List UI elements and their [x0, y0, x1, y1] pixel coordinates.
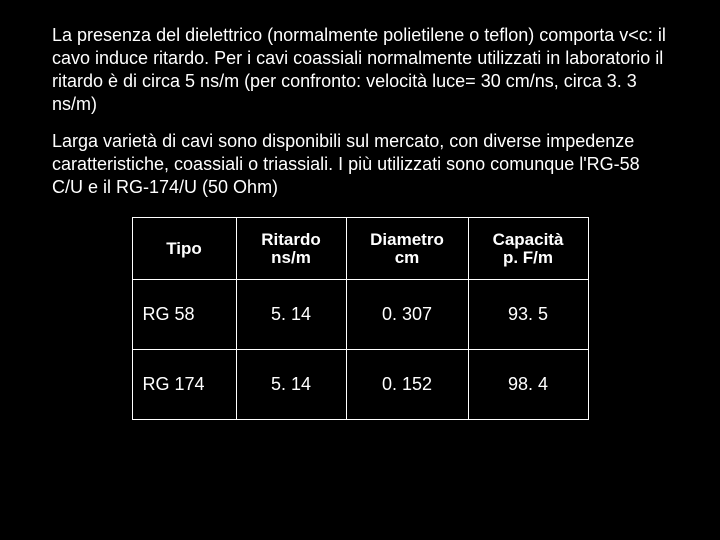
table-row: RG 58 5. 14 0. 307 93. 5: [132, 280, 588, 350]
cell-rg58-delay: 5. 14: [236, 280, 346, 350]
cell-rg58-capacitance: 93. 5: [468, 280, 588, 350]
cable-table: Tipo Ritardo ns/m Diametro cm Capacità p…: [132, 217, 589, 420]
col-header-diametro-l1: Diametro: [347, 231, 468, 249]
col-header-diametro-l2: cm: [347, 249, 468, 267]
table-row: RG 174 5. 14 0. 152 98. 4: [132, 350, 588, 420]
col-header-tipo: Tipo: [132, 218, 236, 280]
cell-rg58-diameter: 0. 307: [346, 280, 468, 350]
col-header-capacita-l2: p. F/m: [469, 249, 588, 267]
col-header-tipo-l1: Tipo: [133, 240, 236, 258]
col-header-capacita-l1: Capacità: [469, 231, 588, 249]
cell-rg174-delay: 5. 14: [236, 350, 346, 420]
cable-table-container: Tipo Ritardo ns/m Diametro cm Capacità p…: [52, 217, 668, 420]
paragraph-2: Larga varietà di cavi sono disponibili s…: [52, 130, 668, 199]
col-header-ritardo: Ritardo ns/m: [236, 218, 346, 280]
col-header-ritardo-l1: Ritardo: [237, 231, 346, 249]
col-header-ritardo-l2: ns/m: [237, 249, 346, 267]
cell-rg174-label: RG 174: [132, 350, 236, 420]
col-header-diametro: Diametro cm: [346, 218, 468, 280]
cell-rg58-label: RG 58: [132, 280, 236, 350]
cell-rg174-capacitance: 98. 4: [468, 350, 588, 420]
paragraph-1: La presenza del dielettrico (normalmente…: [52, 24, 668, 116]
table-header-row: Tipo Ritardo ns/m Diametro cm Capacità p…: [132, 218, 588, 280]
col-header-capacita: Capacità p. F/m: [468, 218, 588, 280]
cell-rg174-diameter: 0. 152: [346, 350, 468, 420]
